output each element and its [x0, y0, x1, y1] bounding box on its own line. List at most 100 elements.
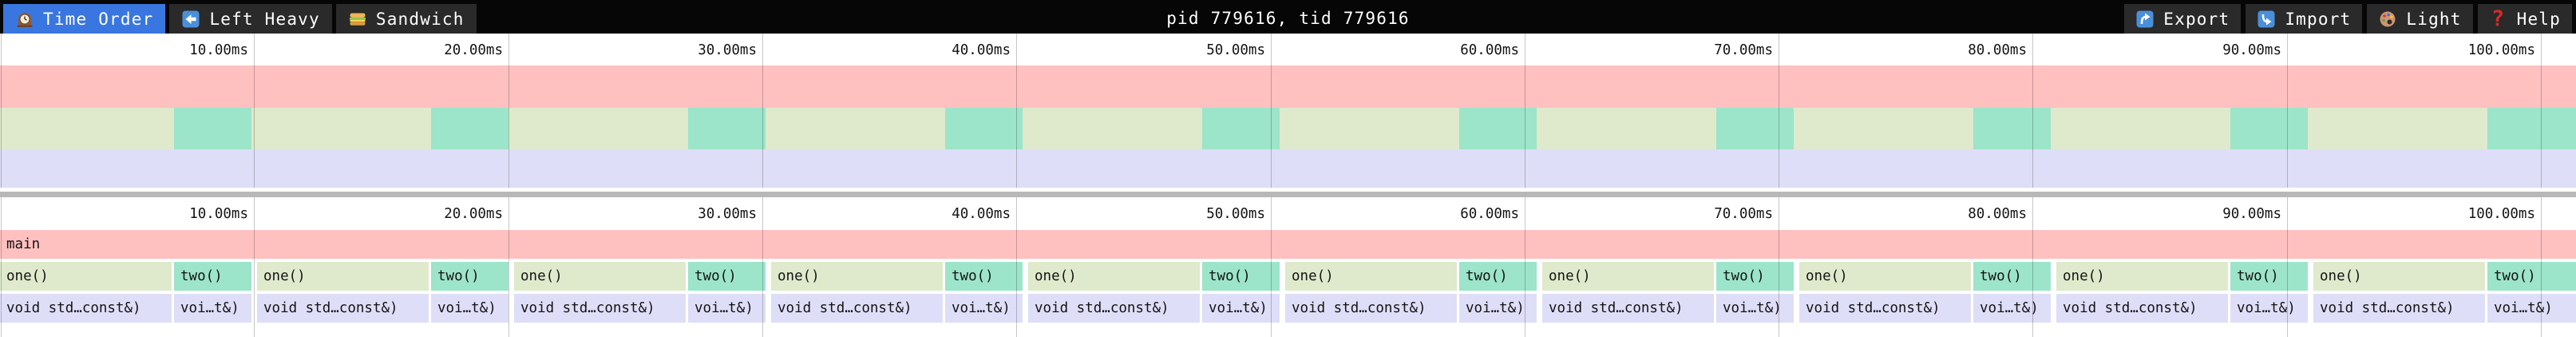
import-button[interactable]: Import [2246, 4, 2363, 34]
minimap-block-one-two [1202, 108, 1280, 149]
minimap-block-one-two [1716, 108, 1794, 149]
frame-depth-1[interactable]: two() [1716, 262, 1794, 291]
frame-depth-2[interactable]: void std…const&) [1285, 294, 1457, 323]
ruler-tick-label: 80.00ms [1968, 206, 2027, 222]
tab-time-order-label: Time Order [43, 9, 154, 29]
ruler-tick-label: 20.00ms [444, 206, 503, 222]
frame-depth-1[interactable]: one() [0, 262, 172, 291]
frame-depth-1[interactable]: one() [2313, 262, 2485, 291]
frame-depth-2[interactable]: voi…t&) [1716, 294, 1794, 323]
frame-depth-2[interactable]: voi…t&) [1459, 294, 1537, 323]
frame-depth-2[interactable]: void std…const&) [1799, 294, 1971, 323]
frame-depth-1[interactable]: one() [1028, 262, 1200, 291]
timeline-gridline [508, 34, 509, 188]
timeline-gridline [762, 34, 763, 188]
timeline-gridline [508, 197, 509, 337]
frame-depth-1[interactable]: one() [257, 262, 429, 291]
minimap-band-void [0, 149, 2576, 188]
frame-depth-0[interactable]: main [0, 230, 2576, 259]
timeline-gridline [254, 197, 255, 337]
ruler-tick-label: 100.00ms [2467, 206, 2535, 222]
ruler-tick-label: 20.00ms [444, 42, 503, 58]
minimap-block-one-two [2487, 108, 2576, 149]
left-arrow-icon [181, 10, 200, 29]
timeline-gridline [1016, 34, 1017, 188]
frame-depth-1[interactable]: two() [945, 262, 1023, 291]
help-button[interactable]: ? Help [2477, 4, 2572, 34]
frame-depth-2[interactable]: void std…const&) [0, 294, 172, 323]
timeline-gridline [2541, 197, 2542, 337]
tab-left-heavy[interactable]: Left Heavy [169, 4, 332, 34]
timeline-gridline [1271, 197, 1272, 337]
frame-depth-2[interactable]: void std…const&) [2056, 294, 2228, 323]
ruler-tick-label: 50.00ms [1206, 42, 1265, 58]
frame-depth-1[interactable]: one() [514, 262, 686, 291]
minimap-block-one-two [174, 108, 251, 149]
frame-depth-2[interactable]: voi…t&) [431, 294, 508, 323]
frame-depth-2[interactable]: void std…const&) [1028, 294, 1200, 323]
ruler-tick-label: 50.00ms [1206, 206, 1265, 222]
export-button-label: Export [2163, 9, 2230, 29]
frame-depth-2[interactable]: voi…t&) [2487, 294, 2576, 323]
frame-depth-2[interactable]: void std…const&) [2313, 294, 2485, 323]
ruler-tick-label: 90.00ms [2222, 42, 2281, 58]
timeline-gridline [2032, 197, 2033, 337]
ruler-tick-label: 80.00ms [1968, 42, 2027, 58]
export-icon [2135, 10, 2155, 29]
timeline-gridline [2287, 197, 2288, 337]
frame-depth-1[interactable]: one() [1799, 262, 1971, 291]
ruler-tick-label: 30.00ms [698, 206, 757, 222]
ruler-tick-label: 100.00ms [2467, 42, 2535, 58]
frame-depth-2[interactable]: void std…const&) [771, 294, 943, 323]
help-icon: ? [2491, 6, 2506, 31]
frame-depth-1[interactable]: two() [1459, 262, 1537, 291]
frame-depth-1[interactable]: one() [1542, 262, 1714, 291]
frame-depth-1[interactable]: two() [2487, 262, 2576, 291]
frame-depth-1[interactable]: two() [174, 262, 251, 291]
export-button[interactable]: Export [2124, 4, 2242, 34]
frame-depth-2[interactable]: voi…t&) [945, 294, 1023, 323]
tab-left-heavy-label: Left Heavy [209, 9, 320, 29]
light-button-label: Light [2406, 9, 2462, 29]
tab-sandwich[interactable]: Sandwich [335, 4, 477, 34]
frame-depth-2[interactable]: voi…t&) [1202, 294, 1280, 323]
clock-icon [15, 10, 34, 29]
palette-icon [2378, 10, 2397, 29]
frame-depth-2[interactable]: void std…const&) [1542, 294, 1714, 323]
frame-depth-1[interactable]: two() [2230, 262, 2308, 291]
frame-depth-2[interactable]: voi…t&) [2230, 294, 2308, 323]
frame-depth-2[interactable]: voi…t&) [1973, 294, 2051, 323]
minimap-block-one-two [1973, 108, 2051, 149]
timeline-gridline [1, 197, 2, 337]
minimap-block-one-two [2230, 108, 2308, 149]
minimap[interactable]: 10.00ms 20.00ms 30.00ms 40.00ms 50.00ms 60.00… [0, 34, 2576, 188]
frame-depth-1[interactable]: two() [688, 262, 766, 291]
frame-depth-2[interactable]: voi…t&) [174, 294, 251, 323]
timeline-gridline [1, 34, 2, 188]
frame-depth-1[interactable]: two() [1202, 262, 1280, 291]
ruler-tick-label: 40.00ms [952, 206, 1011, 222]
frame-depth-2[interactable]: void std…const&) [257, 294, 429, 323]
pane-splitter[interactable] [0, 192, 2576, 197]
frame-depth-1[interactable]: two() [1973, 262, 2051, 291]
frame-depth-1[interactable]: one() [2056, 262, 2228, 291]
minimap-block-one-two [688, 108, 766, 149]
import-button-label: Import [2285, 9, 2352, 29]
toolbar: Time Order Left Heavy Sandwich pid 779616,… [0, 0, 2576, 34]
frame-depth-1[interactable]: two() [431, 262, 508, 291]
tab-time-order[interactable]: Time Order [3, 4, 166, 34]
frame-depth-1[interactable]: one() [1285, 262, 1457, 291]
timeline-gridline [762, 197, 763, 337]
frame-depth-2[interactable]: void std…const&) [514, 294, 686, 323]
flamechart[interactable]: main one() two() one() two() one() two() one() t… [0, 197, 2576, 337]
tab-sandwich-label: Sandwich [375, 9, 465, 29]
ruler-tick-label: 10.00ms [189, 206, 248, 222]
frame-depth-2[interactable]: voi…t&) [688, 294, 766, 323]
timeline-gridline [1016, 197, 1017, 337]
ruler-tick-label: 10.00ms [189, 42, 248, 58]
ruler-tick-label: 70.00ms [1714, 42, 1773, 58]
light-button[interactable]: Light [2367, 4, 2473, 34]
ruler-tick-label: 60.00ms [1460, 206, 1519, 222]
frame-depth-1[interactable]: one() [771, 262, 943, 291]
